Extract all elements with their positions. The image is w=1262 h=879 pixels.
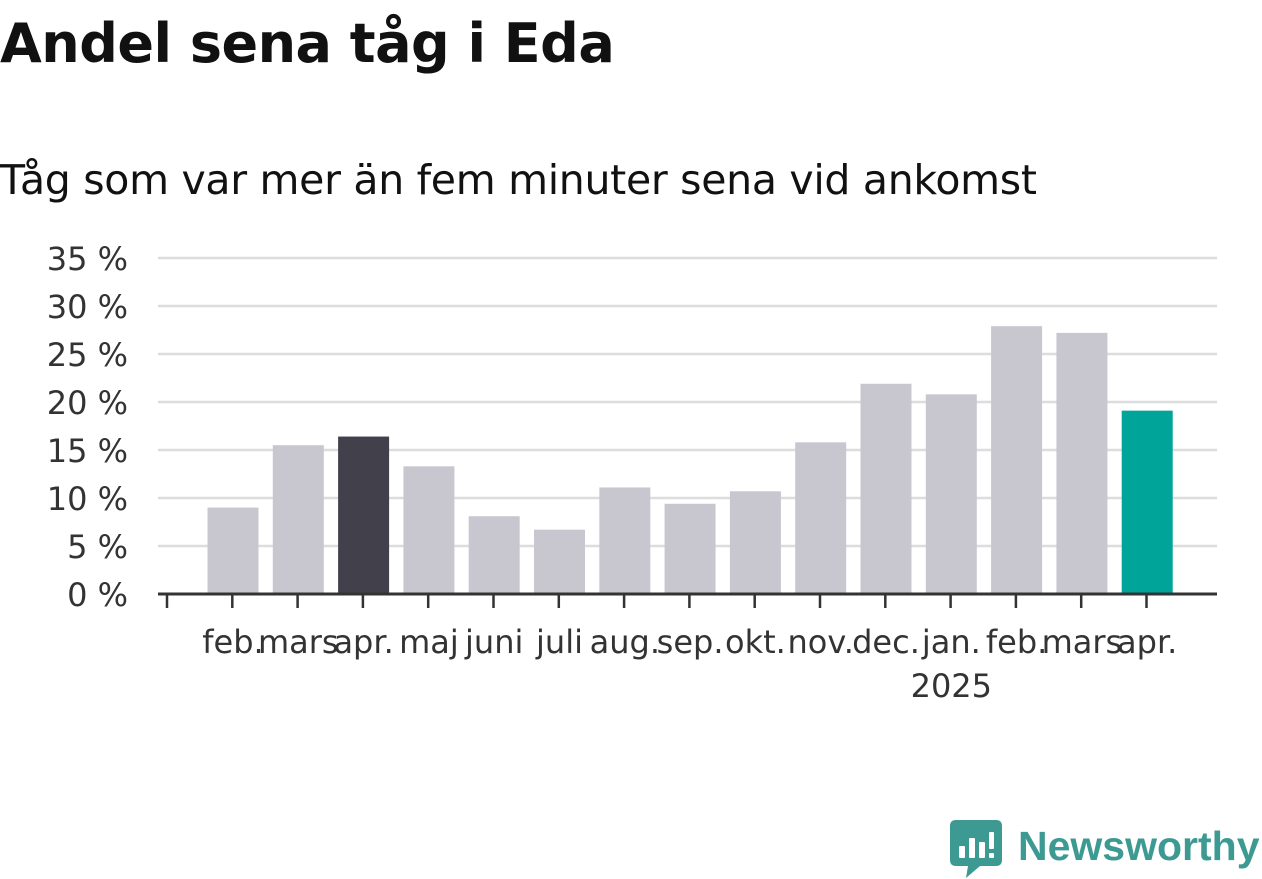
- x-tick-label: juni: [464, 623, 523, 661]
- x-tick-label: mars: [1042, 623, 1123, 661]
- x-tick-label: okt.: [725, 623, 786, 661]
- x-tick-label: juli: [535, 623, 583, 661]
- bar: [925, 394, 977, 594]
- x-tick-label: maj: [399, 623, 459, 661]
- bar: [272, 445, 324, 594]
- bar: [599, 487, 651, 594]
- y-tick-label: 25 %: [47, 336, 128, 374]
- x-tick-label: apr.: [333, 623, 393, 661]
- x-tick-label: mars: [258, 623, 339, 661]
- bar: [664, 503, 716, 594]
- brand-name: Newsworthy: [1018, 823, 1260, 869]
- chart-subtitle: Tåg som var mer än fem minuter sena vid …: [0, 156, 1037, 204]
- x-axis: [158, 592, 1217, 608]
- x-tick-label: jan.: [921, 623, 981, 661]
- bar: [795, 442, 847, 594]
- bar: [1056, 332, 1108, 594]
- y-tick-label: 15 %: [47, 432, 128, 470]
- bar: [991, 326, 1043, 594]
- x-tick-label: dec.: [852, 623, 920, 661]
- bars: [207, 326, 1173, 594]
- y-tick-label: 35 %: [47, 240, 128, 278]
- y-tick-label: 20 %: [47, 384, 128, 422]
- bar: [403, 466, 455, 594]
- bar: [338, 436, 390, 594]
- x-year-label: 2025: [911, 667, 992, 705]
- y-tick-label: 10 %: [47, 480, 128, 518]
- y-tick-label: 0 %: [67, 576, 128, 614]
- x-tick-label: apr.: [1117, 623, 1177, 661]
- x-tick-label: feb.: [986, 623, 1047, 661]
- y-tick-label: 30 %: [47, 288, 128, 326]
- bar: [729, 491, 781, 594]
- y-tick-label: 5 %: [67, 528, 128, 566]
- bar: [1121, 410, 1173, 594]
- x-tick-label: aug.: [590, 623, 660, 661]
- newsworthy-logo: Newsworthy: [950, 820, 1260, 878]
- bar: [207, 507, 259, 594]
- bar: [860, 383, 912, 594]
- bar: [534, 529, 585, 594]
- chart-title: Andel sena tåg i Eda: [0, 12, 615, 75]
- x-tick-label: sep.: [657, 623, 724, 661]
- y-axis-tick-labels: 0 % 5 % 10 % 15 % 20 % 25 % 30 % 35 %: [47, 240, 128, 614]
- newsworthy-chart-bubble-icon: [950, 820, 1002, 878]
- x-tick-label: feb.: [202, 623, 263, 661]
- x-tick-label: nov.: [787, 623, 853, 661]
- bar: [468, 516, 520, 594]
